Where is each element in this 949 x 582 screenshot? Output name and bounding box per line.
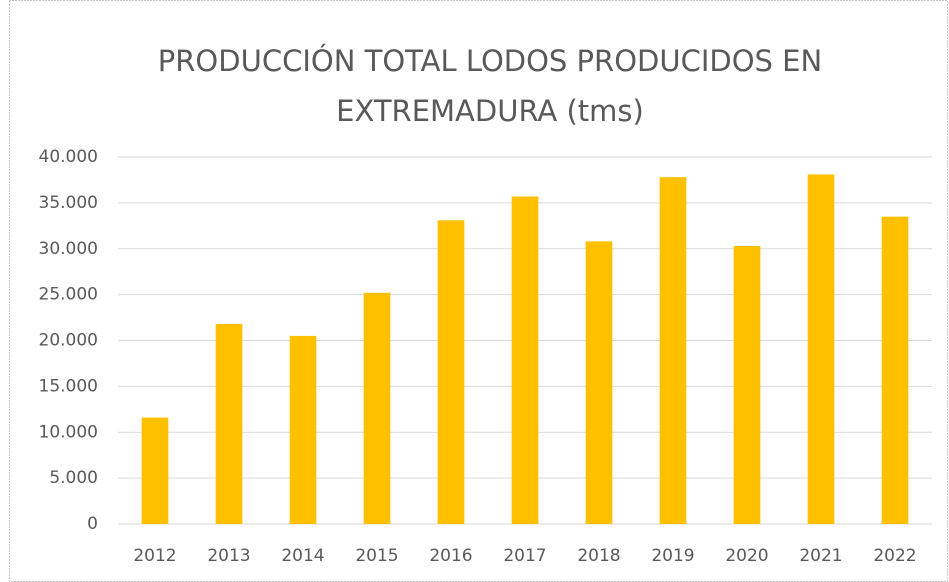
y-tick-label: 15.000 (39, 376, 98, 396)
y-tick-label: 0 (87, 514, 98, 534)
bar (881, 216, 909, 524)
x-tick-label: 2013 (207, 546, 250, 566)
x-tick-label: 2016 (429, 546, 472, 566)
x-tick-label: 2012 (133, 546, 176, 566)
x-tick-label: 2017 (503, 546, 546, 566)
bar (363, 292, 391, 524)
bar (437, 220, 465, 524)
bar (215, 323, 243, 524)
bar (807, 174, 835, 524)
y-tick-label: 5.000 (49, 468, 98, 488)
bar (141, 417, 169, 524)
y-tick-label: 35.000 (39, 193, 98, 213)
x-tick-label: 2019 (651, 546, 694, 566)
x-tick-label: 2015 (355, 546, 398, 566)
y-tick-label: 10.000 (39, 422, 98, 442)
bar (289, 335, 317, 524)
y-tick-label: 30.000 (39, 239, 98, 259)
x-tick-label: 2018 (577, 546, 620, 566)
y-tick-label: 40.000 (39, 147, 98, 167)
x-tick-label: 2014 (281, 546, 324, 566)
bar (659, 177, 687, 524)
y-tick-label: 20.000 (39, 331, 98, 351)
x-tick-label: 2021 (799, 546, 842, 566)
bar (733, 245, 761, 524)
chart-frame (9, 0, 948, 582)
bar (511, 196, 539, 524)
chart-title: PRODUCCIÓN TOTAL LODOS PRODUCIDOS EN EXT… (157, 44, 823, 128)
bar (585, 241, 613, 524)
x-tick-label: 2022 (873, 546, 916, 566)
y-tick-label: 25.000 (39, 285, 98, 305)
x-tick-label: 2020 (725, 546, 768, 566)
